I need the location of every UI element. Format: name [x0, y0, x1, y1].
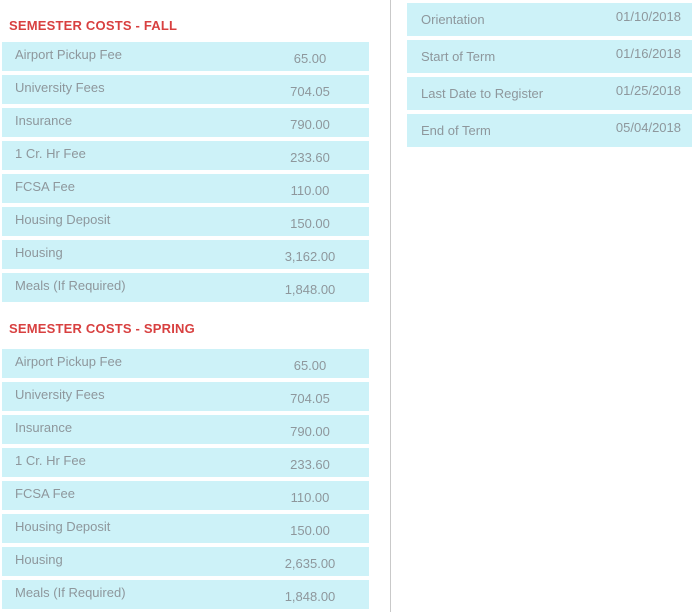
cost-value: 65.00 — [293, 358, 327, 373]
cost-row: Meals (If Required) 1,848.00 — [2, 273, 369, 302]
cost-label: 1 Cr. Hr Fee — [15, 453, 86, 468]
cost-value: 790.00 — [290, 424, 330, 439]
cost-value: 3,162.00 — [284, 249, 336, 264]
date-value: 01/10/2018 — [615, 9, 681, 24]
cost-label: University Fees — [15, 80, 105, 95]
spring-section-title: SEMESTER COSTS - SPRING — [9, 321, 195, 336]
cost-value: 2,635.00 — [284, 556, 336, 571]
cost-value: 1,848.00 — [284, 589, 336, 604]
cost-row: 1 Cr. Hr Fee 233.60 — [2, 448, 369, 477]
cost-row: Insurance 790.00 — [2, 108, 369, 137]
cost-label: Airport Pickup Fee — [15, 47, 122, 62]
cost-row: 1 Cr. Hr Fee 233.60 — [2, 141, 369, 170]
cost-label: Meals (If Required) — [15, 278, 126, 293]
fall-section-title: SEMESTER COSTS - FALL — [9, 18, 178, 33]
date-row: Start of Term 01/16/2018 — [407, 40, 692, 73]
cost-label: FCSA Fee — [15, 486, 75, 501]
cost-row: Housing 2,635.00 — [2, 547, 369, 576]
cost-label: University Fees — [15, 387, 105, 402]
date-label: Start of Term — [421, 49, 496, 64]
cost-row: Airport Pickup Fee 65.00 — [2, 42, 369, 71]
cost-label: Housing Deposit — [15, 212, 111, 227]
cost-value: 150.00 — [290, 216, 330, 231]
cost-label: Airport Pickup Fee — [15, 354, 122, 369]
cost-row: Housing Deposit 150.00 — [2, 207, 369, 236]
cost-row: FCSA Fee 110.00 — [2, 174, 369, 203]
date-label: Last Date to Register — [421, 86, 544, 101]
date-label: End of Term — [421, 123, 491, 138]
cost-value: 704.05 — [290, 391, 330, 406]
cost-row: FCSA Fee 110.00 — [2, 481, 369, 510]
cost-row: Housing 3,162.00 — [2, 240, 369, 269]
cost-value: 790.00 — [290, 117, 330, 132]
date-row: Orientation 01/10/2018 — [407, 3, 692, 36]
cost-value: 65.00 — [293, 51, 327, 66]
cost-label: Meals (If Required) — [15, 585, 126, 600]
cost-value: 150.00 — [290, 523, 330, 538]
date-value: 05/04/2018 — [615, 120, 681, 135]
cost-label: 1 Cr. Hr Fee — [15, 146, 86, 161]
cost-row: Airport Pickup Fee 65.00 — [2, 349, 369, 378]
date-label: Orientation — [421, 12, 485, 27]
cost-row: University Fees 704.05 — [2, 382, 369, 411]
date-row: Last Date to Register 01/25/2018 — [407, 77, 692, 110]
date-row: End of Term 05/04/2018 — [407, 114, 692, 147]
cost-row: Meals (If Required) 1,848.00 — [2, 580, 369, 609]
cost-value: 704.05 — [290, 84, 330, 99]
cost-label: Housing Deposit — [15, 519, 111, 534]
date-value: 01/16/2018 — [615, 46, 681, 61]
cost-value: 1,848.00 — [284, 282, 336, 297]
cost-row: University Fees 704.05 — [2, 75, 369, 104]
cost-value: 110.00 — [290, 490, 330, 505]
term-dates-column: Orientation 01/10/2018 Start of Term 01/… — [391, 0, 697, 612]
date-value: 01/25/2018 — [615, 83, 681, 98]
cost-value: 233.60 — [290, 457, 330, 472]
cost-label: Housing — [15, 552, 63, 567]
semester-costs-column: SEMESTER COSTS - FALL Airport Pickup Fee… — [2, 0, 391, 612]
cost-value: 233.60 — [290, 150, 330, 165]
cost-label: Housing — [15, 245, 63, 260]
cost-label: Insurance — [15, 113, 73, 128]
cost-label: Insurance — [15, 420, 73, 435]
cost-row: Insurance 790.00 — [2, 415, 369, 444]
cost-label: FCSA Fee — [15, 179, 75, 194]
cost-value: 110.00 — [290, 183, 330, 198]
cost-row: Housing Deposit 150.00 — [2, 514, 369, 543]
